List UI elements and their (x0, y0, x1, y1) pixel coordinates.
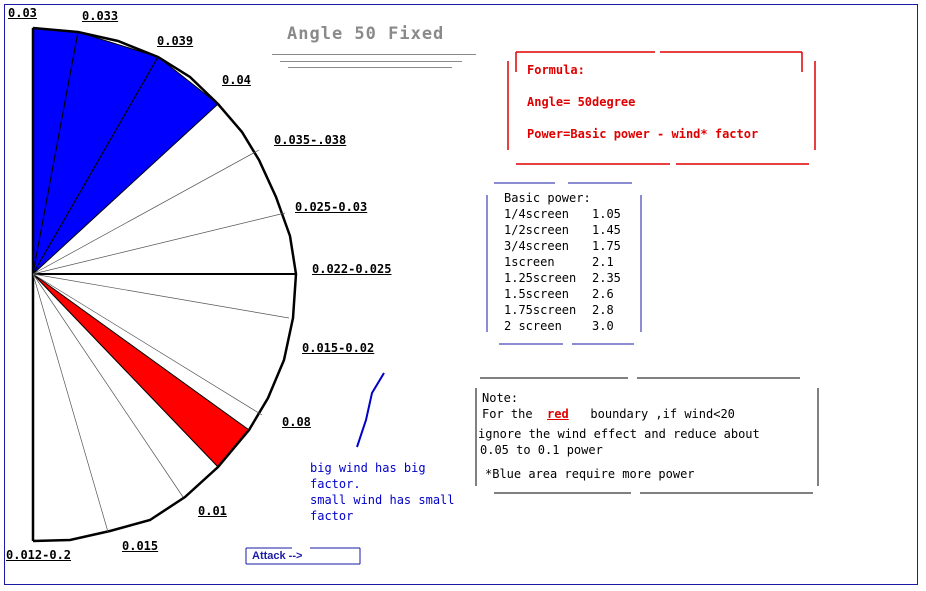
wedge-label-11: 0.012-0.2 (6, 548, 72, 562)
basic-power-row-value: 2.35 (592, 271, 621, 285)
basic-power-row-value: 1.05 (592, 207, 621, 221)
wedge-label-3: 0.04 (222, 73, 251, 87)
wedge-label-0: 0.03 (8, 6, 37, 20)
formula-heading: Formula: (527, 63, 585, 77)
basic-power-row-distance: 1/2screen (504, 223, 570, 237)
formula-box-border (507, 51, 816, 165)
note-line-2: ignore the wind effect and reduce about (478, 427, 760, 441)
wedge-label-7: 0.015-0.02 (302, 341, 375, 355)
basic-power-row-value: 2.6 (592, 287, 614, 301)
title-rule-3 (288, 67, 452, 68)
wedge-label-4: 0.035-.038 (274, 133, 347, 147)
blue-wedge-3 (32, 56, 219, 275)
note-box-border (475, 377, 819, 494)
note-line-1-prefix: For the (482, 407, 533, 421)
basic-power-row-value: 2.1 (592, 255, 614, 269)
note-line-1-suffix: boundary ,if wind<20 (590, 407, 735, 421)
wind-factor-note: big wind has big factor. small wind has … (310, 460, 455, 524)
basic-power-row-value: 1.45 (592, 223, 621, 237)
basic-power-row-distance: 1screen (504, 255, 555, 269)
formula-power: Power=Basic power - wind* factor (527, 127, 759, 141)
title-rule-2 (280, 61, 462, 62)
wedge-label-6: 0.022-0.025 (312, 262, 392, 276)
attack-button-border (245, 547, 361, 565)
note-line-4: *Blue area require more power (485, 467, 695, 481)
basic-power-heading: Basic power: (504, 191, 591, 205)
wind-note-line-2: factor. (310, 477, 361, 491)
page-title: Angle 50 Fixed (287, 24, 445, 44)
wind-note-line-3: small wind has small (310, 493, 455, 507)
wedge-label-10: 0.015 (122, 539, 159, 553)
page-frame (4, 4, 918, 585)
wedge-label-5: 0.025-0.03 (295, 200, 368, 214)
basic-power-row-distance: 1.25screen (504, 271, 577, 285)
basic-power-row-distance: 2 screen (504, 319, 562, 333)
basic-power-row-distance: 1.5screen (504, 287, 570, 301)
formula-angle: Angle= 50degree (527, 95, 636, 109)
basic-power-box-border (486, 182, 642, 345)
wind-note-line-1: big wind has big (310, 461, 426, 475)
basic-power-row-distance: 1/4screen (504, 207, 570, 221)
wedge-label-2: 0.039 (157, 34, 194, 48)
wedge-label-8: 0.08 (282, 415, 311, 429)
wind-pointer (356, 372, 385, 448)
note-heading: Note: (482, 391, 519, 405)
basic-power-row-value: 3.0 (592, 319, 614, 333)
wind-note-line-4: factor (310, 509, 354, 523)
note-line-1: For the red boundary ,if wind<20 (482, 406, 735, 422)
basic-power-row-value: 1.75 (592, 239, 621, 253)
basic-power-row-distance: 3/4screen (504, 239, 570, 253)
red-wedge (32, 273, 250, 468)
wedge-label-1: 0.033 (82, 9, 119, 23)
basic-power-row-distance: 1.75screen (504, 303, 577, 317)
basic-power-row-value: 2.8 (592, 303, 614, 317)
title-rule-1 (272, 54, 476, 55)
red-keyword: red (547, 407, 569, 421)
wedge-label-9: 0.01 (198, 504, 227, 518)
attack-button[interactable]: Attack --> (252, 550, 303, 562)
ray-lines (32, 149, 290, 533)
note-line-3: 0.05 to 0.1 power (480, 443, 603, 457)
